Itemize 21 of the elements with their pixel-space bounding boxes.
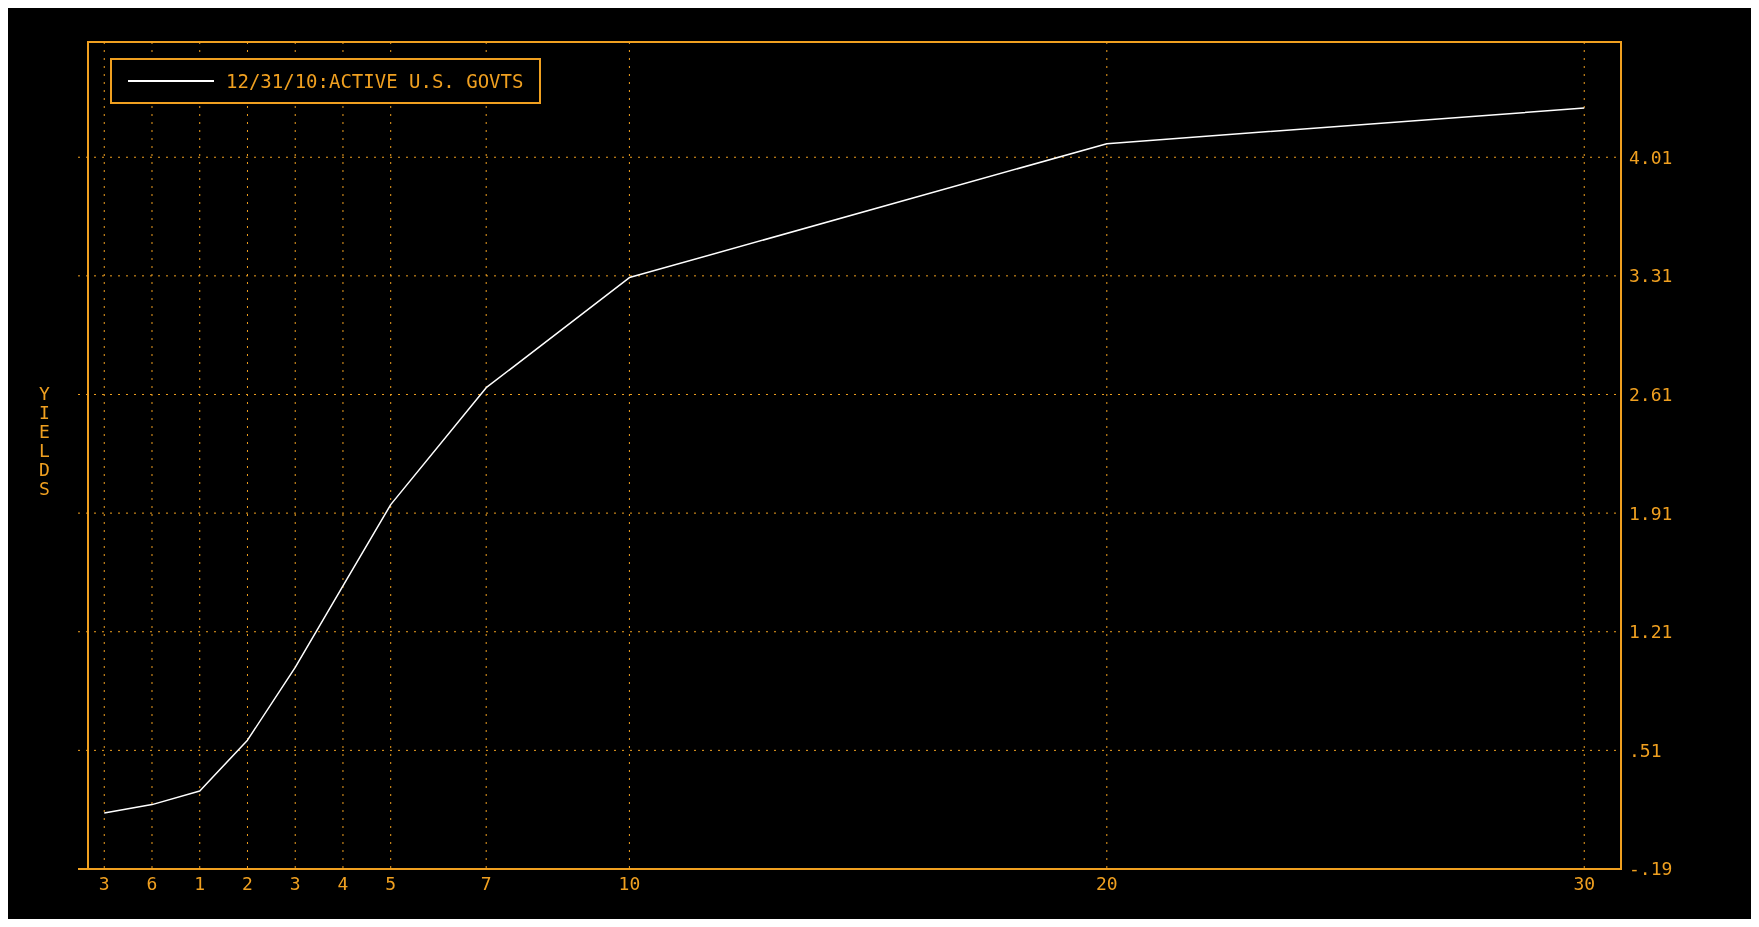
x-tick-label: 1 xyxy=(194,872,206,894)
y-tick-label: 3.31 xyxy=(1629,265,1673,287)
y-tick-label: 2.61 xyxy=(1629,383,1673,405)
y-axis-title: YIELDS xyxy=(34,383,55,497)
x-tick-label: 30 xyxy=(1573,872,1596,894)
y-tick-label: .51 xyxy=(1629,739,1662,761)
legend-label: 12/31/10:ACTIVE U.S. GOVTS xyxy=(226,70,524,92)
x-tick-label: 6 xyxy=(146,872,158,894)
x-tick-label: 3 xyxy=(289,872,301,894)
y-tick-label: -.19 xyxy=(1629,858,1673,880)
y-tick-label: 1.91 xyxy=(1629,502,1673,524)
x-tick-label: 4 xyxy=(337,872,349,894)
x-tick-label: 3 xyxy=(98,872,110,894)
x-tick-label: 5 xyxy=(385,872,397,894)
x-tick-label: 10 xyxy=(618,872,641,894)
line-series xyxy=(103,107,1585,814)
y-tick-label: 1.21 xyxy=(1629,621,1673,643)
x-tick-label: 2 xyxy=(242,872,253,894)
x-tick-label: 7 xyxy=(480,872,492,894)
x-tick-label: 20 xyxy=(1095,872,1118,894)
y-tick-label: 4.01 xyxy=(1629,146,1673,168)
